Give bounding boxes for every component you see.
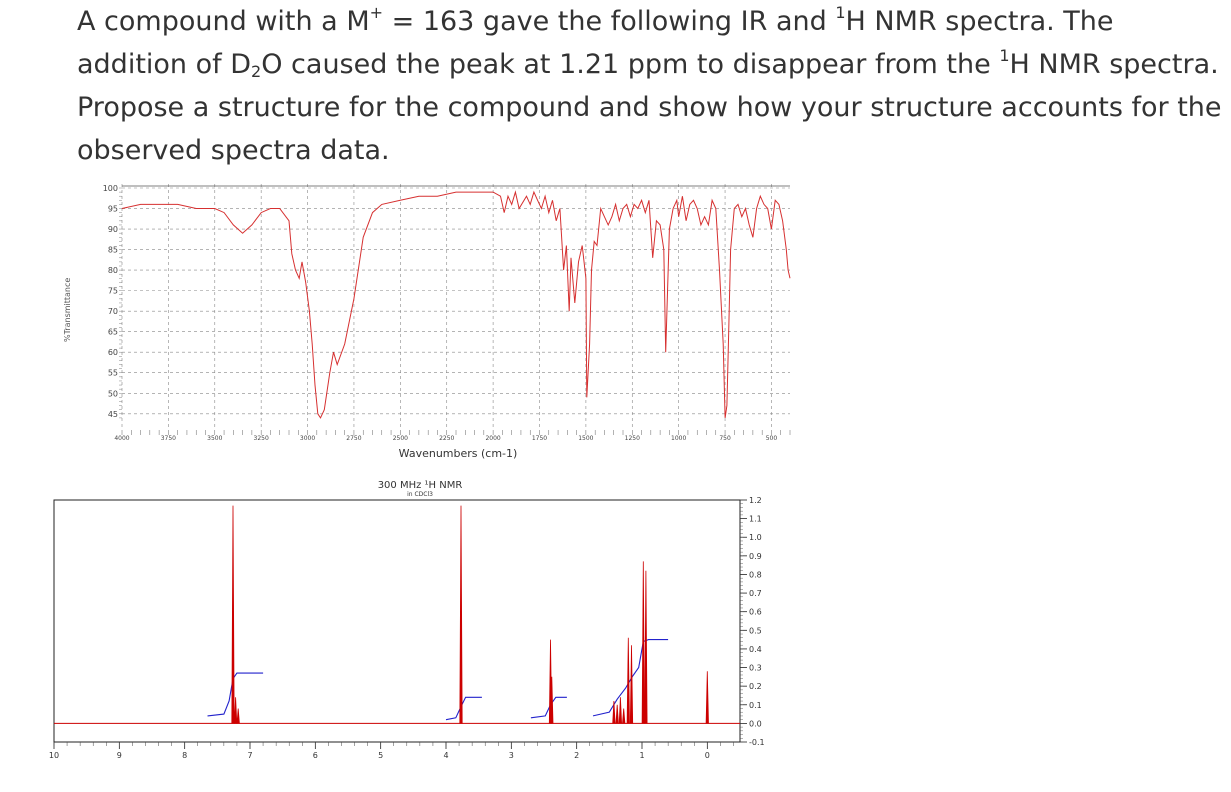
nmr-plot-frame <box>53 499 741 743</box>
nmr-y-tick-label: 0.7 <box>749 589 762 598</box>
nmr-peak <box>231 505 235 724</box>
ir-x-tick-label: 1750 <box>532 435 547 442</box>
sub-2: 2 <box>251 62 262 81</box>
ir-x-tick-label: 3500 <box>207 435 222 442</box>
nmr-y-tick-label: 1.2 <box>749 496 762 505</box>
nmr-x-tick-label: 9 <box>117 751 122 760</box>
ir-x-tick-label: 1000 <box>671 435 686 442</box>
nmr-subtitle: in CDCl3 <box>407 491 433 498</box>
nmr-spectrum-chart: 300 MHz ¹H NMR in CDCl3 -0.1 0.0 0.1 0.2 0.3… <box>49 480 765 760</box>
nmr-x-tick-label: 0 <box>705 751 710 760</box>
nmr-x-tick-label: 1 <box>639 751 644 760</box>
ir-y-tick-label: 80 <box>108 266 118 275</box>
nmr-peak <box>612 700 616 724</box>
nmr-peak <box>622 708 626 724</box>
ir-y-axis-label: %Transmittance <box>63 278 72 342</box>
ir-y-tick-label: 95 <box>108 205 118 214</box>
ir-x-tick-label: 1500 <box>578 435 593 442</box>
nmr-peak <box>705 671 709 724</box>
nmr-x-tick-label: 5 <box>378 751 383 760</box>
ir-y-tick-label: 75 <box>108 287 118 296</box>
nmr-y-tick-label: 0.2 <box>749 682 762 691</box>
nmr-peak <box>550 676 554 724</box>
nmr-peak <box>459 505 463 724</box>
ir-x-tick-label: 3750 <box>161 435 176 442</box>
ir-x-tick-label: 2750 <box>346 435 361 442</box>
nmr-y-tick-label: 0.9 <box>749 552 762 561</box>
ir-transmittance-line <box>121 190 791 419</box>
nmr-title: 300 MHz ¹H NMR <box>378 480 463 491</box>
question-part-1: A compound with a M <box>77 6 370 37</box>
nmr-y-tick-label: 0.6 <box>749 608 762 617</box>
nmr-integration-curve <box>445 696 482 721</box>
ir-y-tick-label: 60 <box>108 348 118 357</box>
sup-1a: 1 <box>835 3 846 22</box>
nmr-peak <box>615 704 619 724</box>
nmr-peak <box>233 697 238 724</box>
ir-x-tick-label: 750 <box>719 435 731 442</box>
ir-x-tick-label: 500 <box>766 435 778 442</box>
nmr-ticks: -0.1 0.0 0.1 0.2 0.3 0.4 0.5 0.6 0.7 0.8 0.9 1.0 1.1… <box>49 496 765 760</box>
ir-x-tick-label: 4000 <box>114 435 129 442</box>
ir-y-tick-label: 45 <box>108 410 118 419</box>
nmr-y-tick-label: 0.8 <box>749 570 762 579</box>
ir-y-tick-label: 85 <box>108 246 118 255</box>
ir-y-tick-label: 90 <box>108 225 118 234</box>
nmr-x-tick-label: 4 <box>443 751 448 760</box>
ir-grid <box>121 184 790 430</box>
nmr-y-tick-label: 0.0 <box>749 719 762 728</box>
nmr-x-tick-label: 8 <box>182 751 187 760</box>
nmr-y-tick-label: 0.1 <box>749 701 762 710</box>
ir-series <box>121 190 791 419</box>
ir-y-tick-label: 65 <box>108 328 118 337</box>
nmr-integration-series <box>207 639 669 721</box>
question-text: A compound with a M+ = 163 gave the foll… <box>77 0 1227 172</box>
nmr-y-tick-label: 0.3 <box>749 664 762 673</box>
ir-x-tick-label: 3000 <box>300 435 315 442</box>
ir-x-tick-label: 2000 <box>485 435 500 442</box>
ir-x-tick-label: 2250 <box>439 435 454 442</box>
nmr-y-tick-label: 1.0 <box>749 533 762 542</box>
question-part-5: H NMR spectra. Propose a structure for t… <box>77 49 1222 166</box>
nmr-x-tick-label: 10 <box>49 751 59 760</box>
nmr-y-tick-label: 0.5 <box>749 626 762 635</box>
sup-1b: 1 <box>999 46 1010 65</box>
ir-y-tick-label: 55 <box>108 369 118 378</box>
nmr-peak-series <box>54 505 740 724</box>
nmr-peak <box>236 708 240 724</box>
nmr-y-tick-label: 0.4 <box>749 645 762 654</box>
nmr-y-tick-label: -0.1 <box>749 738 765 747</box>
ir-x-axis-label: Wavenumbers (cm-1) <box>399 447 518 460</box>
ir-y-tick-label: 70 <box>108 307 118 316</box>
question-part-3: H NMR spectra. The addition of D <box>77 6 1114 80</box>
nmr-peak <box>626 637 630 724</box>
nmr-peak <box>641 561 645 724</box>
nmr-integration-curve <box>530 696 567 719</box>
nmr-peak <box>629 645 634 724</box>
ir-x-tick-label: 2500 <box>393 435 408 442</box>
nmr-x-tick-label: 3 <box>509 751 514 760</box>
nmr-y-tick-label: 1.1 <box>749 515 762 524</box>
ir-x-tick-label: 3250 <box>254 435 269 442</box>
question-part-4: O caused the peak at 1.21 ppm to disappe… <box>261 49 1000 80</box>
ir-x-tick-label: 1250 <box>625 435 640 442</box>
mplus-sup: + <box>369 3 384 22</box>
ir-spectrum-chart: 45 50 55 60 65 70 75 80 85 90 95 100 4000 3750 3500 325… <box>63 184 791 460</box>
nmr-x-tick-label: 6 <box>313 751 318 760</box>
nmr-x-tick-label: 2 <box>574 751 579 760</box>
ir-ticks: 45 50 55 60 65 70 75 80 85 90 95 100 4000 3750 3500 325… <box>103 184 791 442</box>
question-part-2: = 163 gave the following IR and <box>383 6 836 37</box>
nmr-x-tick-label: 7 <box>247 751 252 760</box>
ir-y-tick-label: 100 <box>103 184 118 193</box>
nmr-peak <box>618 697 623 724</box>
ir-y-tick-label: 50 <box>108 389 118 398</box>
nmr-peak <box>644 570 648 724</box>
